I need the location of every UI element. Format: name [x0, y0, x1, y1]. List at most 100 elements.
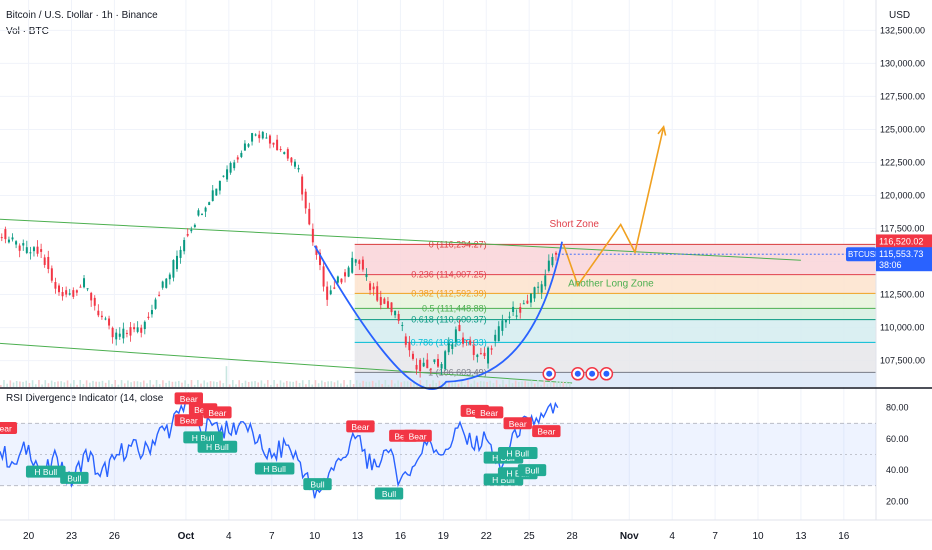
candle-body [419, 359, 422, 372]
candle-body [537, 286, 540, 288]
candle-body [283, 152, 286, 155]
candle-body [429, 368, 432, 370]
volume-bar [228, 384, 231, 387]
fib-zone [354, 308, 876, 320]
candle-body [0, 237, 3, 239]
rsi-title[interactable]: RSI Divergence Indicator (14, close [6, 393, 164, 404]
volume-bar [254, 381, 256, 387]
volume-bar [518, 382, 520, 387]
volume-bar [190, 380, 193, 387]
volume-bar [527, 382, 530, 387]
candle-body [404, 336, 407, 345]
bar-countdown: 38:06 [879, 260, 902, 270]
bear-signal-text: Bear [0, 423, 12, 433]
volume-bar [355, 380, 358, 387]
candle-body [319, 252, 322, 266]
candle-body [390, 302, 393, 313]
volume-bar [120, 380, 123, 387]
bear-signal-text: Bear [537, 427, 555, 437]
candle-body [329, 290, 332, 295]
bear-signal-label [346, 420, 375, 433]
volume-bar [203, 380, 206, 387]
volume-bar [111, 384, 113, 387]
volume-bar [286, 380, 288, 387]
bear-signal-text: Bear [180, 394, 198, 404]
volume-bar [298, 382, 301, 387]
volume-bar [98, 381, 101, 387]
candle-body [411, 353, 414, 359]
candle-body [472, 345, 475, 355]
candle-body [115, 332, 118, 340]
bear-signal-label [532, 425, 561, 438]
currency-label[interactable]: USD [889, 10, 911, 21]
volume-bar [31, 380, 34, 387]
time-tick-label: 16 [838, 531, 850, 542]
candle-body [304, 191, 307, 209]
volume-bar [479, 381, 482, 387]
volume-bar [289, 381, 291, 387]
candle-body [140, 327, 143, 333]
candle-body [297, 167, 300, 170]
volume-bar [82, 383, 85, 387]
candle-body [183, 240, 186, 252]
volume-bar [28, 383, 31, 387]
volume-bar [22, 381, 24, 387]
volume-bar [276, 383, 279, 387]
volume-bar [95, 381, 97, 387]
volume-bar [146, 383, 148, 387]
time-tick-label: 13 [795, 531, 807, 542]
volume-bar [282, 382, 285, 387]
volume-bar [390, 380, 393, 387]
candle-body [147, 316, 150, 318]
candle-body [258, 134, 261, 139]
candle-body [54, 282, 57, 289]
candle-body [158, 294, 161, 296]
volume-bar [359, 382, 361, 387]
volume-bar [295, 380, 298, 387]
candle-body [104, 318, 107, 320]
volume-bar [305, 384, 307, 387]
time-tick-label: Nov [620, 531, 639, 542]
candle-body [515, 315, 518, 317]
volume-bar [209, 381, 212, 387]
candle-body [118, 333, 121, 337]
candle-body [551, 256, 554, 266]
candle-body [190, 229, 193, 232]
volume-bar [308, 380, 310, 387]
candle-body [290, 157, 293, 163]
volume-bar [324, 382, 326, 387]
volume-bar [41, 384, 43, 387]
candle-body [179, 249, 182, 258]
volume-bar [25, 380, 28, 387]
candle-body [40, 249, 43, 252]
event-flag-icon-core [589, 370, 596, 377]
volume-bar [177, 380, 180, 387]
volume-bar [9, 380, 12, 387]
volume-bar [0, 385, 2, 387]
volume-bar [406, 381, 409, 387]
volume-bar [197, 380, 199, 387]
volume-bar [327, 381, 329, 387]
bull-signal-label [183, 431, 223, 444]
candle-body [15, 241, 18, 245]
volume-bar [260, 380, 263, 387]
volume-bar [432, 380, 434, 387]
volume-bar [435, 382, 438, 387]
time-tick-label: 25 [524, 531, 536, 542]
volume-bar [44, 380, 47, 387]
candle-body [286, 149, 289, 159]
bear-signal-label [474, 406, 504, 419]
symbol-tag [846, 247, 876, 262]
candle-body [136, 327, 139, 332]
volume-bar [403, 381, 406, 387]
event-flag-icon-core [574, 370, 581, 377]
volume-bar [225, 366, 228, 387]
volume-bar [136, 381, 139, 387]
candle-body [229, 163, 232, 173]
channel-upper-line [0, 218, 801, 261]
bear-signal-label [403, 429, 432, 442]
volume-bar [73, 380, 75, 387]
candle-body [251, 133, 254, 142]
candle-body [426, 359, 429, 369]
